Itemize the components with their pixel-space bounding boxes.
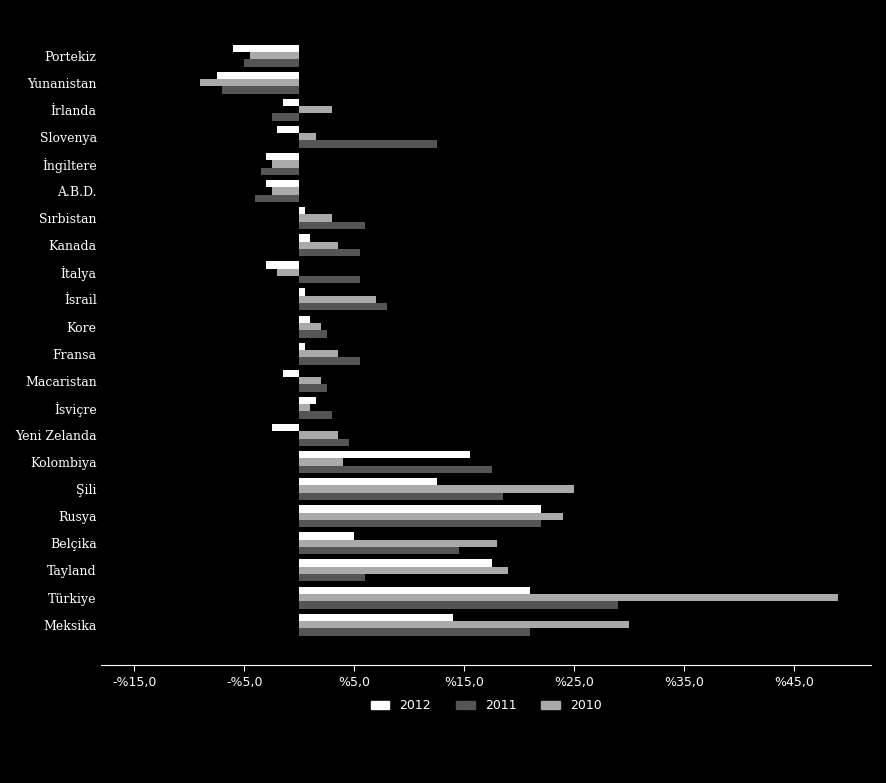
Bar (299, 288, 305, 296)
Bar (299, 520, 541, 527)
Bar (250, 52, 299, 60)
Bar (222, 86, 299, 94)
Bar (299, 133, 315, 140)
Bar (267, 153, 299, 161)
Bar (283, 99, 299, 106)
Bar (299, 485, 574, 493)
Bar (299, 574, 365, 582)
Bar (299, 601, 618, 608)
Bar (299, 478, 437, 485)
Bar (299, 215, 332, 222)
Bar (272, 187, 299, 195)
Bar (283, 370, 299, 377)
Bar (299, 431, 338, 438)
Bar (299, 222, 365, 229)
Bar (272, 114, 299, 121)
Bar (299, 560, 492, 567)
Bar (299, 532, 354, 539)
Bar (299, 458, 344, 466)
Bar (245, 60, 299, 67)
Bar (299, 412, 332, 419)
Bar (299, 586, 530, 594)
Bar (299, 547, 459, 554)
Bar (299, 628, 530, 636)
Bar (299, 330, 327, 337)
Bar (233, 45, 299, 52)
Bar (299, 451, 470, 458)
Bar (299, 384, 327, 392)
Bar (200, 79, 299, 86)
Bar (299, 350, 338, 357)
Bar (299, 493, 502, 500)
Bar (299, 106, 332, 114)
Bar (299, 242, 338, 249)
Bar (272, 161, 299, 168)
Bar (299, 539, 497, 547)
Bar (299, 377, 322, 384)
Bar (299, 234, 310, 242)
Bar (272, 424, 299, 431)
Bar (299, 296, 377, 303)
Bar (260, 168, 299, 175)
Bar (299, 594, 838, 601)
Bar (299, 140, 437, 148)
Bar (299, 513, 563, 520)
Bar (299, 621, 629, 628)
Legend: 2012, 2011, 2010: 2012, 2011, 2010 (366, 695, 607, 717)
Bar (299, 207, 305, 215)
Bar (299, 614, 454, 621)
Bar (299, 357, 360, 365)
Bar (217, 72, 299, 79)
Bar (299, 397, 315, 404)
Bar (267, 180, 299, 187)
Bar (299, 276, 360, 283)
Bar (277, 269, 299, 276)
Bar (267, 262, 299, 269)
Bar (299, 303, 387, 310)
Bar (299, 404, 310, 412)
Bar (299, 567, 509, 574)
Bar (299, 249, 360, 256)
Bar (299, 323, 322, 330)
Bar (277, 126, 299, 133)
Bar (299, 438, 349, 446)
Bar (255, 195, 299, 202)
Bar (299, 316, 310, 323)
Bar (299, 505, 541, 513)
Bar (299, 343, 305, 350)
Bar (299, 466, 492, 473)
